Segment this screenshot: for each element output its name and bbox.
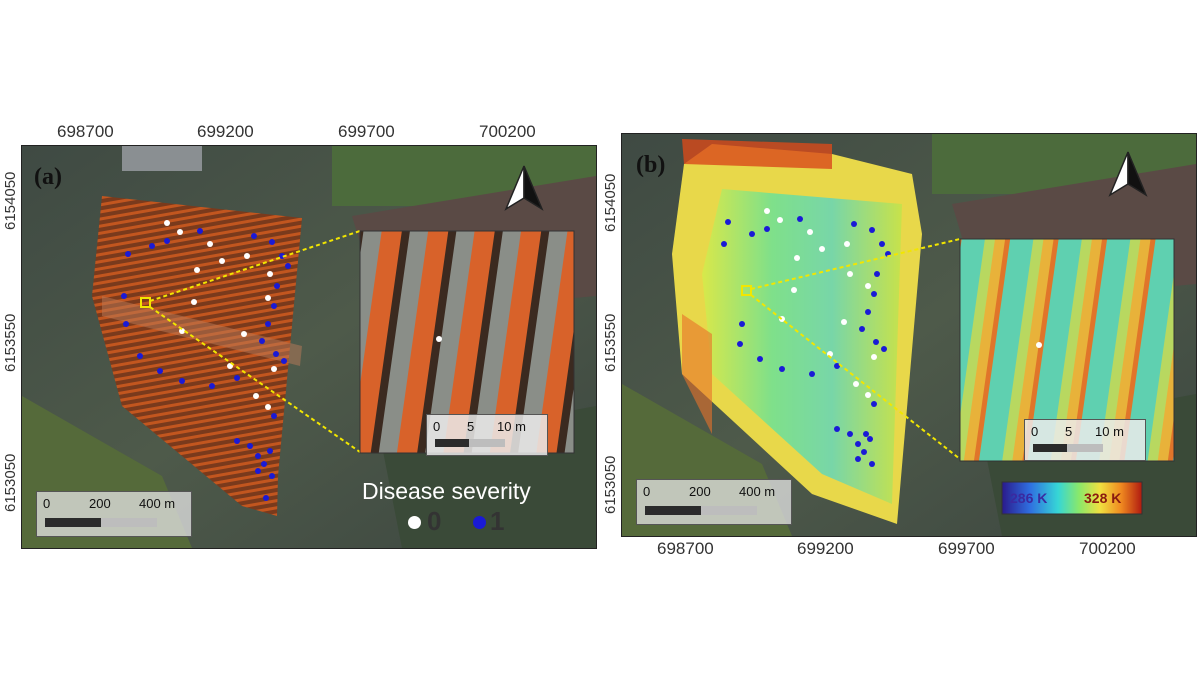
y-tick-a-2: 6153550 [2, 313, 19, 372]
colorbar: 286 K 328 K [1002, 482, 1142, 514]
legend-label-diseased: 1 [490, 506, 505, 536]
scalebar-a: 0 200 400 m [36, 491, 192, 537]
inset-scalebar-b: 0 5 10 m [1024, 419, 1146, 461]
north-arrow-icon-b [1108, 151, 1148, 197]
inset-scalebar-a: 0 5 10 m [426, 414, 548, 456]
x-tick-b-2: 699200 [797, 539, 854, 558]
inset-scalebar-b-label-0: 0 [1031, 424, 1039, 439]
colorbar-gradient [1001, 481, 1143, 515]
scalebar-b-label-2: 400 m [739, 484, 776, 499]
panel-b: 6154050 6153550 6153050 [600, 0, 1200, 674]
y-tick-a-3: 6153050 [2, 453, 19, 512]
north-arrow-icon-a [504, 165, 544, 211]
inset-scalebar-a-label-2: 10 m [497, 419, 526, 434]
legend-dot-diseased [473, 516, 486, 529]
panel-label-b: (b) [636, 152, 666, 178]
legend-label-healthy: 0 [427, 506, 442, 536]
map-a: (a) 0 5 10 m 0 200 400 m Disease severit… [21, 145, 597, 549]
map-b: (b) 0 5 10 m 0 200 400 m 286 K 328 K [621, 133, 1197, 537]
x-tick-b-3: 699700 [938, 539, 995, 558]
scalebar-b-label-1: 200 [689, 484, 711, 499]
x-tick-b-4: 700200 [1079, 539, 1136, 558]
colorbar-max-label: 328 K [1084, 490, 1122, 506]
scalebar-a-label-2: 400 m [139, 496, 176, 511]
inset-scalebar-a-label-0: 0 [433, 419, 441, 434]
x-tick-a-2: 699200 [197, 122, 254, 141]
inset-scalebar-a-label-1: 5 [467, 419, 475, 434]
legend-dot-healthy [408, 516, 421, 529]
y-tick-a-1: 6154050 [2, 171, 19, 230]
highlight-box-a [140, 297, 151, 308]
inset-scalebar-b-label-1: 5 [1065, 424, 1073, 439]
scalebar-b-label-0: 0 [643, 484, 651, 499]
map-a-imagery [22, 146, 596, 548]
y-tick-b-3: 6153050 [602, 455, 619, 514]
panel-a: 698700 699200 699700 700200 6154050 6153… [2, 122, 597, 549]
panel-label-a: (a) [34, 164, 62, 190]
colorbar-min-label: 286 K [1010, 490, 1048, 506]
x-tick-a-3: 699700 [338, 122, 395, 141]
map-b-imagery [622, 134, 1196, 536]
x-tick-a-1: 698700 [57, 122, 114, 141]
field-a [92, 196, 302, 516]
scalebar-a-label-1: 200 [89, 496, 111, 511]
x-tick-b-1: 698700 [657, 539, 714, 558]
scalebar-b: 0 200 400 m [636, 479, 792, 525]
y-tick-b-2: 6153550 [602, 313, 619, 372]
x-tick-a-4: 700200 [479, 122, 536, 141]
y-tick-b-1: 6154050 [602, 173, 619, 232]
legend-title: Disease severity [362, 478, 531, 504]
scalebar-a-label-0: 0 [43, 496, 51, 511]
inset-scalebar-b-label-2: 10 m [1095, 424, 1124, 439]
highlight-box-b [741, 285, 752, 296]
